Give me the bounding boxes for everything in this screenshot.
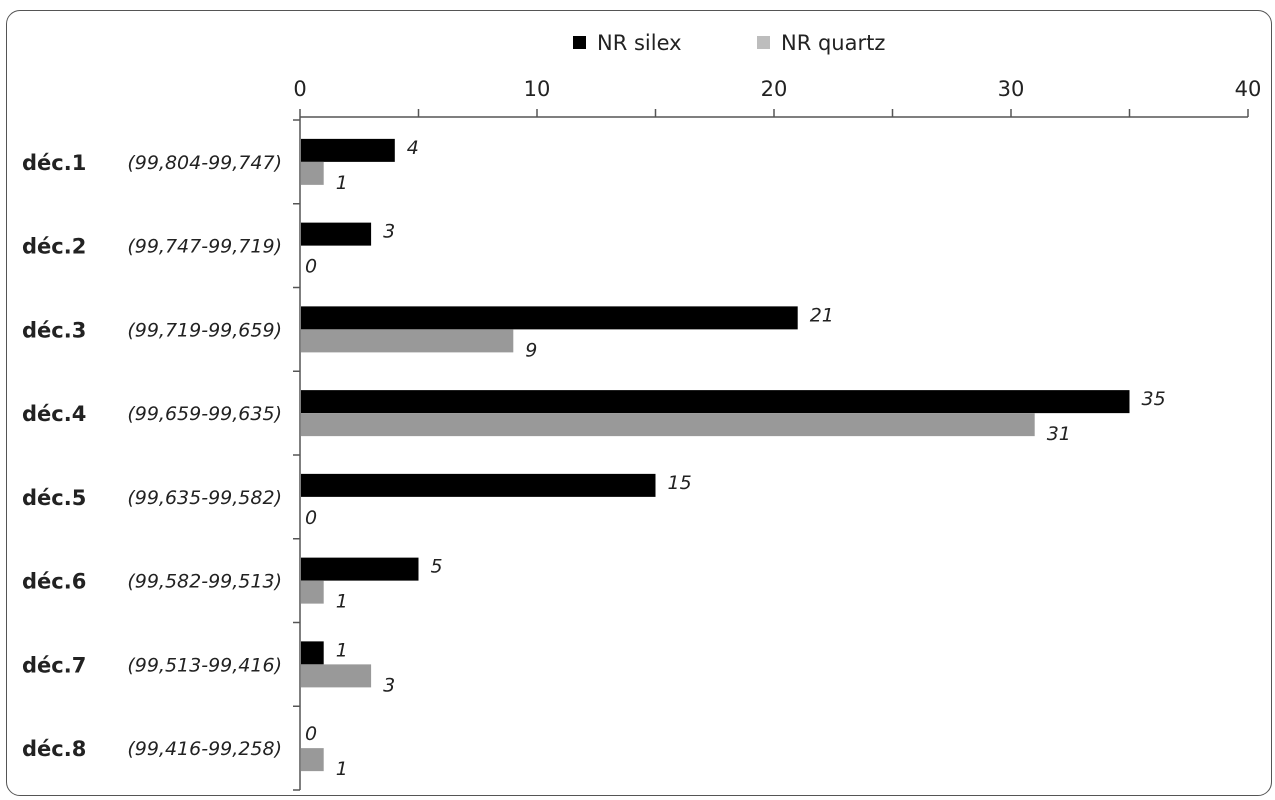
bar-silex (301, 306, 798, 330)
data-label-quartz: 3 (383, 674, 395, 696)
legend-swatch (573, 36, 586, 49)
legend-entry: NR quartz (781, 31, 885, 55)
data-label-quartz: 1 (336, 591, 348, 613)
bars (301, 138, 1130, 772)
data-label-silex: 15 (668, 472, 692, 494)
data-label-silex: 35 (1142, 388, 1166, 410)
category-range-label: (99,635-99,582) (127, 487, 282, 509)
x-tick-label: 10 (524, 77, 551, 101)
data-label-quartz: 31 (1047, 423, 1071, 445)
category-label: déc.2 (22, 235, 86, 259)
legend: NR silex NR quartz (573, 31, 885, 55)
category-range-label: (99,719-99,659) (127, 319, 282, 341)
bar-quartz (301, 329, 514, 353)
category-label: déc.4 (22, 402, 86, 426)
legend-entry: NR silex (597, 31, 682, 55)
bar-silex (301, 138, 395, 162)
category-label: déc.3 (22, 318, 86, 342)
bar-quartz (301, 161, 324, 185)
data-label-quartz: 1 (336, 758, 348, 780)
data-label-silex: 21 (810, 304, 834, 326)
data-label-silex: 0 (305, 723, 317, 745)
data-label-quartz: 9 (525, 339, 537, 361)
category-range-label: (99,804-99,747) (127, 152, 282, 174)
bar-silex (301, 473, 656, 497)
bar-silex (301, 641, 324, 665)
x-tick-label: 30 (998, 77, 1025, 101)
x-tick-label: 20 (761, 77, 788, 101)
category-range-label: (99,659-99,635) (127, 403, 282, 425)
data-label-quartz: 0 (305, 507, 317, 529)
data-label-silex: 5 (431, 556, 443, 578)
data-label-silex: 4 (407, 137, 419, 159)
category-label: déc.7 (22, 653, 86, 677)
bar-silex (301, 222, 372, 246)
x-tick-label: 0 (293, 77, 306, 101)
category-range-label: (99,582-99,513) (127, 571, 282, 593)
category-range-label: (99,416-99,258) (127, 738, 282, 760)
x-tick-label: 40 (1235, 77, 1262, 101)
data-label-quartz: 1 (336, 172, 348, 194)
data-label-silex: 3 (383, 221, 395, 243)
bar-quartz (301, 413, 1035, 437)
x-axis: 0 10 20 30 40 (293, 77, 1262, 118)
category-range-label: (99,747-99,719) (127, 236, 282, 258)
bar-silex (301, 557, 419, 581)
data-label-silex: 1 (336, 639, 348, 661)
y-axis: déc.1 (99,804-99,747) déc.2 (99,747-99,719)… (22, 117, 301, 791)
legend-swatch (757, 36, 770, 49)
data-label-quartz: 0 (305, 256, 317, 278)
category-range-label: (99,513-99,416) (127, 654, 282, 676)
category-label: déc.6 (22, 570, 86, 594)
bar-quartz (301, 664, 372, 688)
bar-silex (301, 390, 1130, 414)
bar-quartz (301, 748, 324, 772)
chart-frame (6, 10, 1272, 796)
category-label: déc.5 (22, 486, 86, 510)
bar-quartz (301, 580, 324, 604)
category-label: déc.8 (22, 737, 86, 761)
category-label: déc.1 (22, 151, 86, 175)
